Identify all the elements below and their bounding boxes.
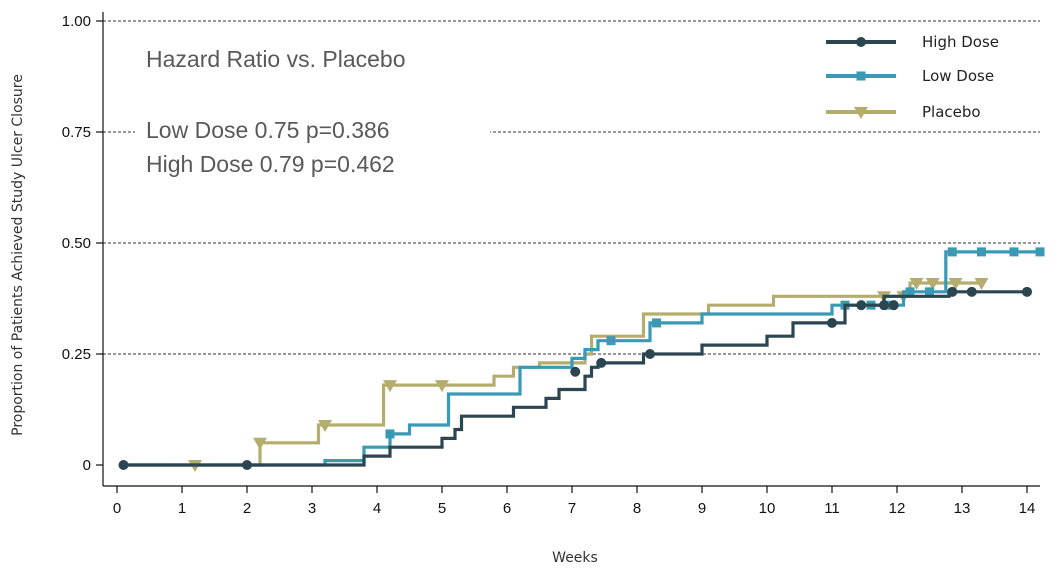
censor-marker-placebo — [383, 380, 397, 393]
censor-marker-high-dose — [1022, 286, 1032, 297]
y-tick-label: 0.25 — [62, 346, 91, 363]
series-layer — [118, 247, 1045, 472]
censor-marker-placebo — [974, 277, 989, 290]
censor-marker-high-dose — [827, 317, 837, 328]
legend-label-high-dose: High Dose — [922, 33, 999, 51]
censor-marker-placebo — [909, 277, 924, 290]
legend-label-placebo: Placebo — [922, 103, 981, 121]
censor-marker-placebo — [435, 380, 449, 393]
x-tick-label: 3 — [308, 500, 316, 517]
x-tick-label: 6 — [503, 500, 511, 517]
censor-marker-low-dose — [385, 429, 395, 439]
x-tick-label: 4 — [373, 500, 381, 517]
series-high-dose — [118, 286, 1032, 470]
x-tick-label: 0 — [113, 500, 121, 517]
censor-marker-high-dose — [966, 286, 977, 297]
x-tick-label: 12 — [889, 500, 906, 517]
censor-marker-low-dose — [1009, 247, 1019, 257]
x-tick-label: 11 — [824, 500, 840, 517]
legend-marker-low-dose — [856, 71, 866, 81]
x-tick-label: 1 — [178, 500, 186, 517]
annotation-title: Hazard Ratio vs. Placebo — [146, 46, 406, 72]
censor-marker-low-dose — [925, 287, 934, 297]
y-tick-label: 0 — [83, 457, 91, 474]
annotation-high-dose: High Dose 0.79 p=0.462 — [146, 151, 395, 177]
censor-marker-high-dose — [888, 300, 899, 311]
censor-marker-low-dose — [905, 287, 915, 297]
x-tick-label: 7 — [568, 500, 576, 517]
censor-marker-placebo — [948, 277, 963, 290]
x-tick-label: 14 — [1019, 500, 1036, 517]
y-tick-label: 1.00 — [62, 13, 91, 30]
y-tick-label: 0.75 — [62, 124, 91, 141]
censor-marker-low-dose — [606, 336, 616, 346]
x-tick-label: 2 — [243, 500, 251, 517]
annotation-background — [135, 36, 490, 186]
censor-marker-high-dose — [596, 357, 607, 368]
censor-marker-low-dose — [977, 247, 986, 257]
censor-marker-placebo — [925, 277, 940, 290]
x-tick-label: 10 — [759, 500, 776, 517]
censor-marker-high-dose — [118, 460, 129, 470]
series-low-dose — [123, 247, 1045, 467]
series-placebo — [123, 277, 989, 472]
x-axis-ticks: 0 1 2 3 4 5 6 7 8 9 10 11 12 13 14 — [113, 486, 1036, 517]
y-axis-ticks: 0 0.25 0.50 0.75 1.00 — [62, 13, 103, 474]
x-tick-label: 13 — [954, 500, 971, 517]
censor-marker-high-dose — [570, 366, 581, 377]
censor-marker-high-dose — [879, 300, 889, 311]
censor-marker-placebo — [253, 437, 267, 450]
series-line-low-dose — [123, 250, 1040, 467]
legend-marker-high-dose — [856, 37, 866, 47]
annotation-low-dose: Low Dose 0.75 p=0.386 — [146, 117, 390, 143]
censor-marker-low-dose — [947, 247, 957, 257]
x-tick-label: 5 — [438, 500, 446, 517]
x-tick-label: 8 — [633, 500, 641, 517]
legend-label-low-dose: Low Dose — [922, 67, 994, 85]
censor-marker-high-dose — [947, 286, 958, 297]
censor-marker-high-dose — [856, 300, 867, 311]
censor-marker-placebo — [318, 420, 332, 433]
y-tick-label: 0.50 — [62, 235, 91, 252]
legend-marker-placebo — [854, 107, 868, 119]
y-axis-title: Proportion of Patients Achieved Study Ul… — [10, 74, 26, 436]
censor-marker-high-dose — [242, 460, 252, 470]
censor-marker-high-dose — [645, 349, 655, 359]
censor-marker-low-dose — [1035, 247, 1045, 257]
series-line-placebo — [123, 281, 982, 467]
censor-marker-low-dose — [652, 318, 661, 328]
x-tick-label: 9 — [698, 500, 706, 517]
legend: High Dose Low Dose Placebo — [820, 28, 1050, 130]
x-axis-title: Weeks — [552, 550, 598, 566]
